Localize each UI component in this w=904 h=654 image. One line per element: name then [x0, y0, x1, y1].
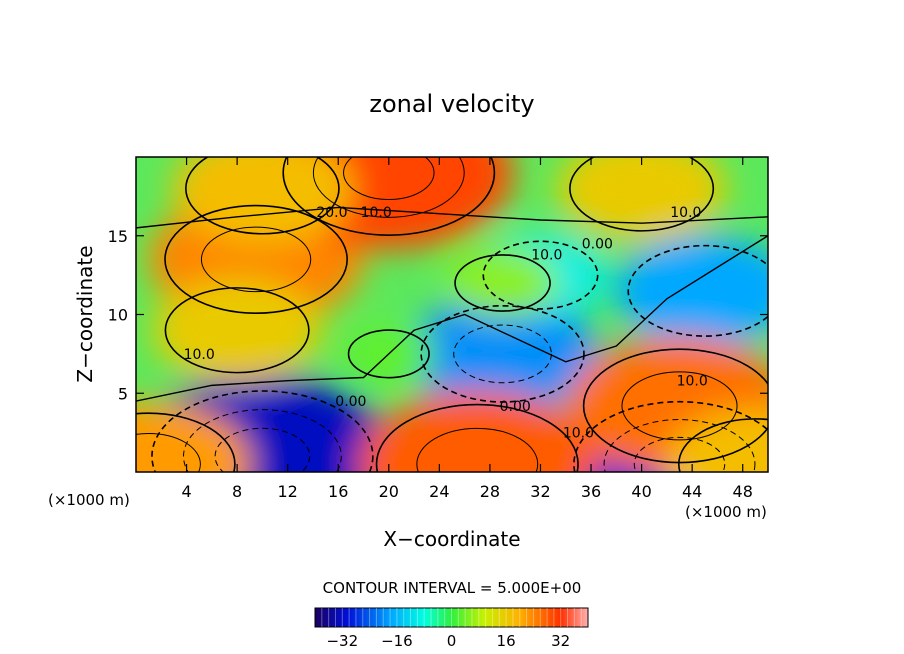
field-region: [556, 157, 727, 241]
x-tick-label: 12: [278, 482, 298, 501]
contour-line: [136, 412, 236, 472]
contour-line: [343, 157, 435, 200]
field-region: [152, 278, 322, 383]
contour-line: [164, 204, 348, 314]
contour-line: [573, 400, 768, 472]
contour-label: 10.0: [361, 205, 392, 221]
field-region: [136, 401, 251, 472]
y-tick-label: 15: [108, 227, 128, 246]
x-axis-label: X−coordinate: [383, 527, 520, 551]
field-region: [406, 294, 599, 414]
contour-line: [454, 254, 551, 312]
contour-label-group: 20.0 10.0 10.0 10.0 0.00 10.0 0.00 0.00 10.0 10.0: [184, 205, 708, 442]
zero-contour: [136, 235, 768, 402]
contour-line: [420, 304, 585, 403]
contour-line: [678, 418, 768, 472]
colorbar-tick-label: 0: [447, 632, 457, 650]
x-tick-label: 48: [733, 482, 753, 501]
y-tick-label: 10: [108, 306, 128, 325]
contour-line: [603, 419, 756, 472]
contour-line: [312, 157, 465, 218]
contour-line: [200, 226, 312, 293]
x-tick-label: 16: [328, 482, 348, 501]
field-region: [664, 408, 768, 472]
contour-label: 20.0: [316, 205, 347, 221]
contour-line: [151, 390, 374, 472]
contour-line: [416, 427, 539, 472]
x-unit-label-left: (×1000 m): [48, 491, 130, 509]
chart-title: zonal velocity: [369, 90, 534, 118]
contour-label: 10.0: [531, 248, 562, 264]
contour-line: [185, 157, 340, 235]
x-tick-label: 44: [682, 482, 702, 501]
colorbar-tick-label: −32: [326, 632, 358, 650]
contour-line: [282, 157, 496, 236]
contour-line: [453, 324, 552, 384]
colorbar-tick-label: −16: [381, 632, 413, 650]
contour-label: 0.00: [500, 399, 531, 415]
x-tick-label: 8: [232, 482, 242, 501]
contour-line: [482, 240, 599, 310]
contour-line: [375, 403, 579, 472]
x-tick-label: 28: [480, 482, 500, 501]
contour-label: 10.0: [670, 205, 701, 221]
y-tick-label: 5: [118, 384, 128, 403]
x-tick-label: 20: [379, 482, 399, 501]
colorbar-tick-label: 32: [551, 632, 570, 650]
contour-lines: [136, 157, 768, 472]
contour-label: 10.0: [563, 426, 594, 442]
x-tick-label: 36: [581, 482, 601, 501]
colorbar-ticks: −32 −16 0 16 32: [326, 632, 570, 650]
contour-line: [136, 433, 201, 472]
contour-label: 10.0: [677, 374, 708, 390]
field-region: [614, 235, 768, 347]
contour-line: [633, 436, 726, 472]
x-axis: 4 8 12 16 20 24 28 32 36 40 44 48: [181, 157, 753, 501]
x-tick-label: 24: [429, 482, 449, 501]
contour-label: 0.00: [582, 237, 613, 253]
x-unit-label-right: (×1000 m): [685, 503, 767, 521]
contour-line: [164, 287, 310, 374]
contour-line: [569, 157, 715, 232]
contour-line: [621, 371, 738, 441]
field-region: [358, 390, 597, 472]
contour-label: 10.0: [184, 347, 215, 363]
contour-line: [627, 244, 768, 337]
contour-label: 0.00: [335, 394, 366, 410]
contour-line: [214, 427, 311, 472]
contour-line: [347, 329, 430, 379]
field-region: [446, 248, 559, 318]
x-tick-label: 4: [181, 482, 191, 501]
contour-line: [183, 409, 342, 472]
colorbar: [314, 607, 589, 628]
y-axis-label: Z−coordinate: [73, 245, 97, 382]
x-tick-label: 32: [530, 482, 550, 501]
upper-contour: [136, 206, 768, 229]
y-axis: 5 10 15: [108, 227, 768, 403]
colorbar-tick-label: 16: [497, 632, 516, 650]
contour-interval-label: CONTOUR INTERVAL = 5.000E+00: [323, 579, 582, 597]
field-region: [171, 157, 353, 245]
colorbar-stripes: [321, 608, 582, 627]
x-tick-label: 40: [631, 482, 651, 501]
